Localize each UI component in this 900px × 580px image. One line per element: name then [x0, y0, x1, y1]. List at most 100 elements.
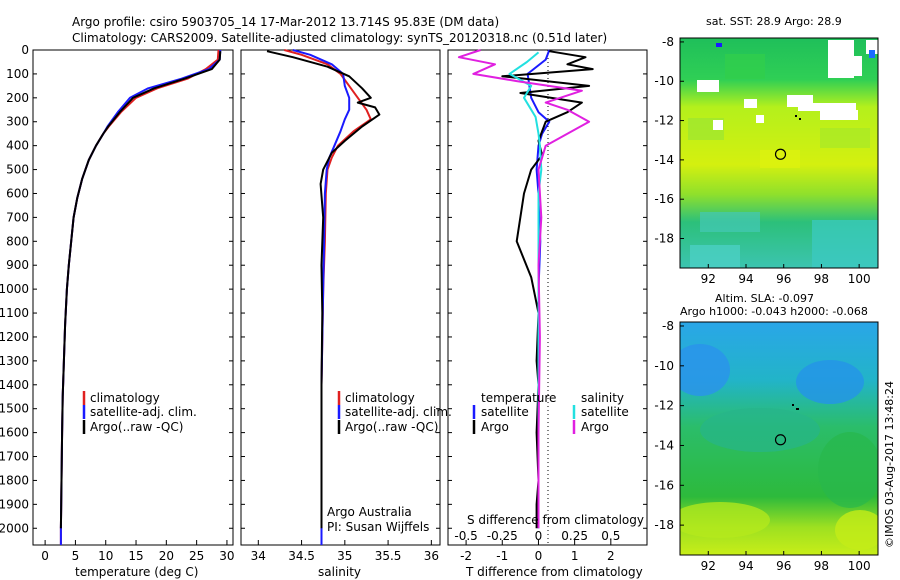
- salinity-plot-frame: [240, 49, 441, 546]
- land-pixel: [792, 404, 794, 406]
- y-tick-label: 1500: [0, 402, 29, 416]
- temperature-xlabel: temperature (deg C): [75, 565, 198, 579]
- sla-map: [680, 322, 878, 555]
- series-line-argo-raw-qc-: [266, 50, 381, 529]
- sst-patch: [820, 128, 870, 148]
- y-tick-label: 1300: [0, 354, 29, 368]
- sla-blob: [818, 432, 878, 508]
- series-line-s-argo: [457, 49, 591, 529]
- y-tick-label: 1100: [0, 306, 29, 320]
- map-y-tick-label: -10: [654, 359, 674, 373]
- difference-series-group: [457, 49, 594, 529]
- s-tick-label: 0: [535, 529, 543, 543]
- cloud-mask: [820, 110, 858, 120]
- cloud-mask: [756, 115, 764, 123]
- sst-map-frame: [679, 37, 879, 269]
- sst-patch: [812, 220, 878, 268]
- y-tick-label: 1900: [0, 497, 29, 511]
- x-tick-label: 0: [41, 549, 49, 563]
- difference-legend: temperature satellite Argo salinity sate…: [472, 391, 629, 434]
- y-tick-label: 500: [6, 163, 29, 177]
- pi-credit: PI: Susan Wijffels: [327, 520, 429, 534]
- argo-australia-credit: Argo Australia: [327, 505, 412, 519]
- legend-label-s-satellite: satellite: [581, 405, 629, 419]
- map-x-tick-label: 100: [848, 272, 871, 286]
- y-tick-label: 200: [6, 91, 29, 105]
- x-tick-label: -2: [460, 549, 472, 563]
- axis-ticks-group: 0 5 10 15 20 25 300100200300400500600700800900…: [0, 43, 647, 563]
- x-tick-label: 30: [219, 549, 234, 563]
- s-difference-xlabel: S difference from climatology: [467, 513, 644, 527]
- x-tick-label: 0: [535, 549, 543, 563]
- map-y-tick-label: -16: [654, 192, 674, 206]
- map-y-tick-label: -16: [654, 478, 674, 492]
- y-tick-label: 600: [6, 186, 29, 200]
- y-tick-label: 1000: [0, 282, 29, 296]
- x-tick-label: 35.5: [375, 549, 402, 563]
- land-pixel: [796, 408, 799, 410]
- s-tick-label: -0.25: [487, 529, 518, 543]
- title-line-1: Argo profile: csiro 5903705_14 17-Mar-20…: [72, 15, 499, 29]
- y-tick-label: 1200: [0, 330, 29, 344]
- map-x-tick-label: 100: [848, 559, 871, 573]
- sla-map-frame: [679, 321, 879, 556]
- legend-label-satellite: satellite-adj. clim.: [345, 405, 452, 419]
- legend-label-s-argo: Argo: [581, 420, 609, 434]
- map-x-tick-label: 98: [814, 559, 829, 573]
- sst-map: [680, 38, 878, 268]
- y-tick-label: 800: [6, 234, 29, 248]
- land-pixel: [716, 43, 722, 47]
- temperature-plot-frame: [32, 49, 234, 546]
- y-tick-label: 300: [6, 115, 29, 129]
- sla-blob: [680, 502, 770, 538]
- x-tick-label: 1: [571, 549, 579, 563]
- sst-map-title: sat. SST: 28.9 Argo: 28.9: [706, 15, 842, 28]
- imos-credit: ©IMOS 03-Aug-2017 13:48:24: [883, 381, 896, 548]
- map-x-tick-label: 98: [814, 272, 829, 286]
- s-tick-label: 0.5: [601, 529, 620, 543]
- x-tick-label: 20: [159, 549, 174, 563]
- map-x-tick-label: 94: [738, 559, 753, 573]
- sst-land-mark: [799, 118, 801, 120]
- map-x-tick-label: 96: [776, 272, 791, 286]
- x-tick-label: 34: [251, 549, 266, 563]
- map-y-tick-label: -18: [654, 518, 674, 532]
- y-tick-label: 1400: [0, 378, 29, 392]
- salinity-xlabel: salinity: [318, 565, 361, 579]
- y-tick-label: 0: [21, 43, 29, 57]
- series-line-satellite-adj-clim-: [59, 49, 222, 545]
- map-x-tick-label: 96: [776, 559, 791, 573]
- y-tick-label: 2000: [0, 521, 29, 535]
- x-tick-label: 15: [128, 549, 143, 563]
- cloud-mask: [744, 99, 757, 108]
- argo-position-marker: [774, 148, 787, 160]
- legend-label-argo: Argo(..raw -QC): [345, 420, 438, 434]
- sst-patch: [700, 212, 760, 232]
- map-y-tick-label: -12: [654, 114, 674, 128]
- salinity-series-group: [266, 49, 381, 545]
- x-tick-label: 10: [98, 549, 113, 563]
- sla-blob: [796, 360, 864, 404]
- y-tick-label: 1700: [0, 450, 29, 464]
- sla-blob: [680, 344, 730, 396]
- cloud-mask: [697, 80, 719, 92]
- y-tick-label: 700: [6, 210, 29, 224]
- x-tick-label: 2: [607, 549, 615, 563]
- x-tick-label: 5: [72, 549, 80, 563]
- temperature-series-group: [59, 49, 222, 545]
- map-y-tick-label: -14: [654, 438, 674, 452]
- y-tick-label: 1600: [0, 426, 29, 440]
- map-x-tick-label: 94: [738, 272, 753, 286]
- legend-title-salinity: salinity: [581, 391, 624, 405]
- sla-map-title-2: Argo h1000: -0.043 h2000: -0.068: [680, 305, 868, 318]
- sla-map-axes: 92 94 96 98 100 -8 -10 -12 -14 -16 -18: [654, 319, 870, 573]
- s-tick-label: 0.25: [561, 529, 588, 543]
- map-y-tick-label: -14: [654, 153, 674, 167]
- series-line-argo-raw-qc-: [59, 51, 222, 529]
- map-y-tick-label: -10: [654, 74, 674, 88]
- legend-label-climatology: climatology: [345, 391, 415, 405]
- series-line-climatology: [284, 49, 372, 545]
- sst-land-mark: [795, 115, 797, 117]
- title-line-2: Climatology: CARS2009. Satellite-adjuste…: [72, 31, 607, 45]
